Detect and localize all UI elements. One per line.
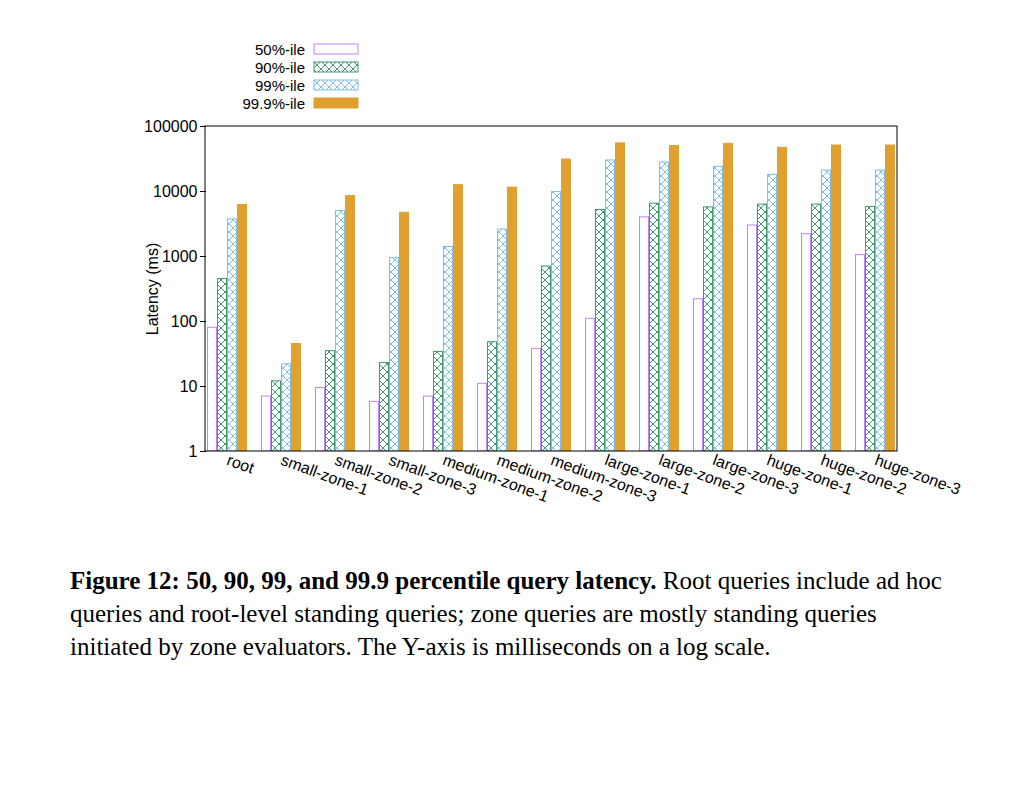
svg-text:1000: 1000: [162, 248, 198, 265]
html-text:99%-ile: 99%-ile: [255, 76, 305, 94]
svg-text:small-zone-2: small-zone-2: [332, 451, 425, 499]
svg-text:10: 10: [180, 378, 198, 395]
svg-text:medium-zone-2: medium-zone-2: [494, 451, 605, 506]
svg-text:huge-zone-3: huge-zone-3: [873, 451, 963, 498]
html-text:90%-ile: 90%-ile: [255, 58, 305, 76]
svg-text:100: 100: [171, 313, 198, 330]
svg-text:Latency (ms): Latency (ms): [144, 243, 161, 335]
svg-text:medium-zone-3: medium-zone-3: [548, 451, 659, 506]
svg-text:10000: 10000: [153, 183, 198, 200]
svg-text:huge-zone-2: huge-zone-2: [818, 451, 909, 498]
html-text:50%-ile: 50%-ile: [255, 40, 305, 58]
svg-text:medium-zone-1: medium-zone-1: [440, 451, 551, 506]
svg-text:large-zone-1: large-zone-1: [602, 451, 693, 498]
html-text:Figure 12: 50, 90, 99, and 99.: Figure 12: 50, 90, 99, and 99.9 percenti…: [70, 567, 942, 660]
svg-text:root: root: [225, 451, 257, 477]
svg-text:large-zone-3: large-zone-3: [710, 451, 801, 498]
svg-text:1: 1: [189, 443, 198, 460]
svg-text:100000: 100000: [144, 118, 197, 135]
html-text:99.9%-ile: 99.9%-ile: [242, 94, 305, 112]
svg-text:small-zone-3: small-zone-3: [386, 451, 479, 499]
svg-text:huge-zone-1: huge-zone-1: [764, 451, 855, 498]
svg-text:large-zone-2: large-zone-2: [656, 451, 747, 498]
svg-text:small-zone-1: small-zone-1: [278, 451, 371, 499]
